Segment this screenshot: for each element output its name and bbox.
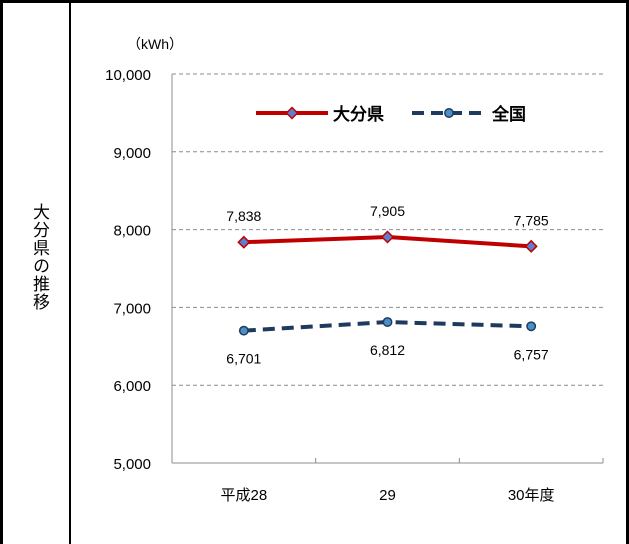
y-tick-label: 5,000 — [113, 456, 151, 473]
y-unit-label: （kWh） — [127, 36, 183, 52]
data-label: 7,785 — [514, 212, 549, 228]
data-point — [382, 317, 393, 327]
data-label: 6,757 — [514, 346, 549, 362]
side-label: 大分県の推移 — [29, 203, 49, 311]
data-point — [380, 230, 395, 244]
data-label: 6,812 — [370, 342, 405, 358]
x-tick-label: 平成28 — [220, 487, 267, 504]
y-tick-label: 10,000 — [105, 67, 151, 84]
data-point — [285, 106, 299, 120]
y-tick-label: 6,000 — [113, 378, 151, 395]
data-point — [444, 108, 454, 118]
y-tick-label: 8,000 — [113, 223, 151, 240]
data-point — [238, 325, 249, 336]
data-point — [524, 239, 538, 253]
y-tick-label: 7,000 — [113, 300, 151, 317]
data-label: 7,838 — [226, 208, 261, 224]
data-point — [237, 235, 251, 249]
legend-label: 全国 — [491, 104, 526, 124]
panel-divider — [69, 0, 71, 544]
legend-label: 大分県 — [333, 104, 384, 124]
data-point — [526, 321, 537, 332]
x-tick-label: 29 — [379, 487, 396, 504]
data-label: 6,701 — [226, 351, 261, 367]
x-tick-label: 30年度 — [508, 487, 555, 504]
data-label: 7,905 — [370, 203, 405, 219]
y-tick-label: 9,000 — [113, 145, 151, 162]
